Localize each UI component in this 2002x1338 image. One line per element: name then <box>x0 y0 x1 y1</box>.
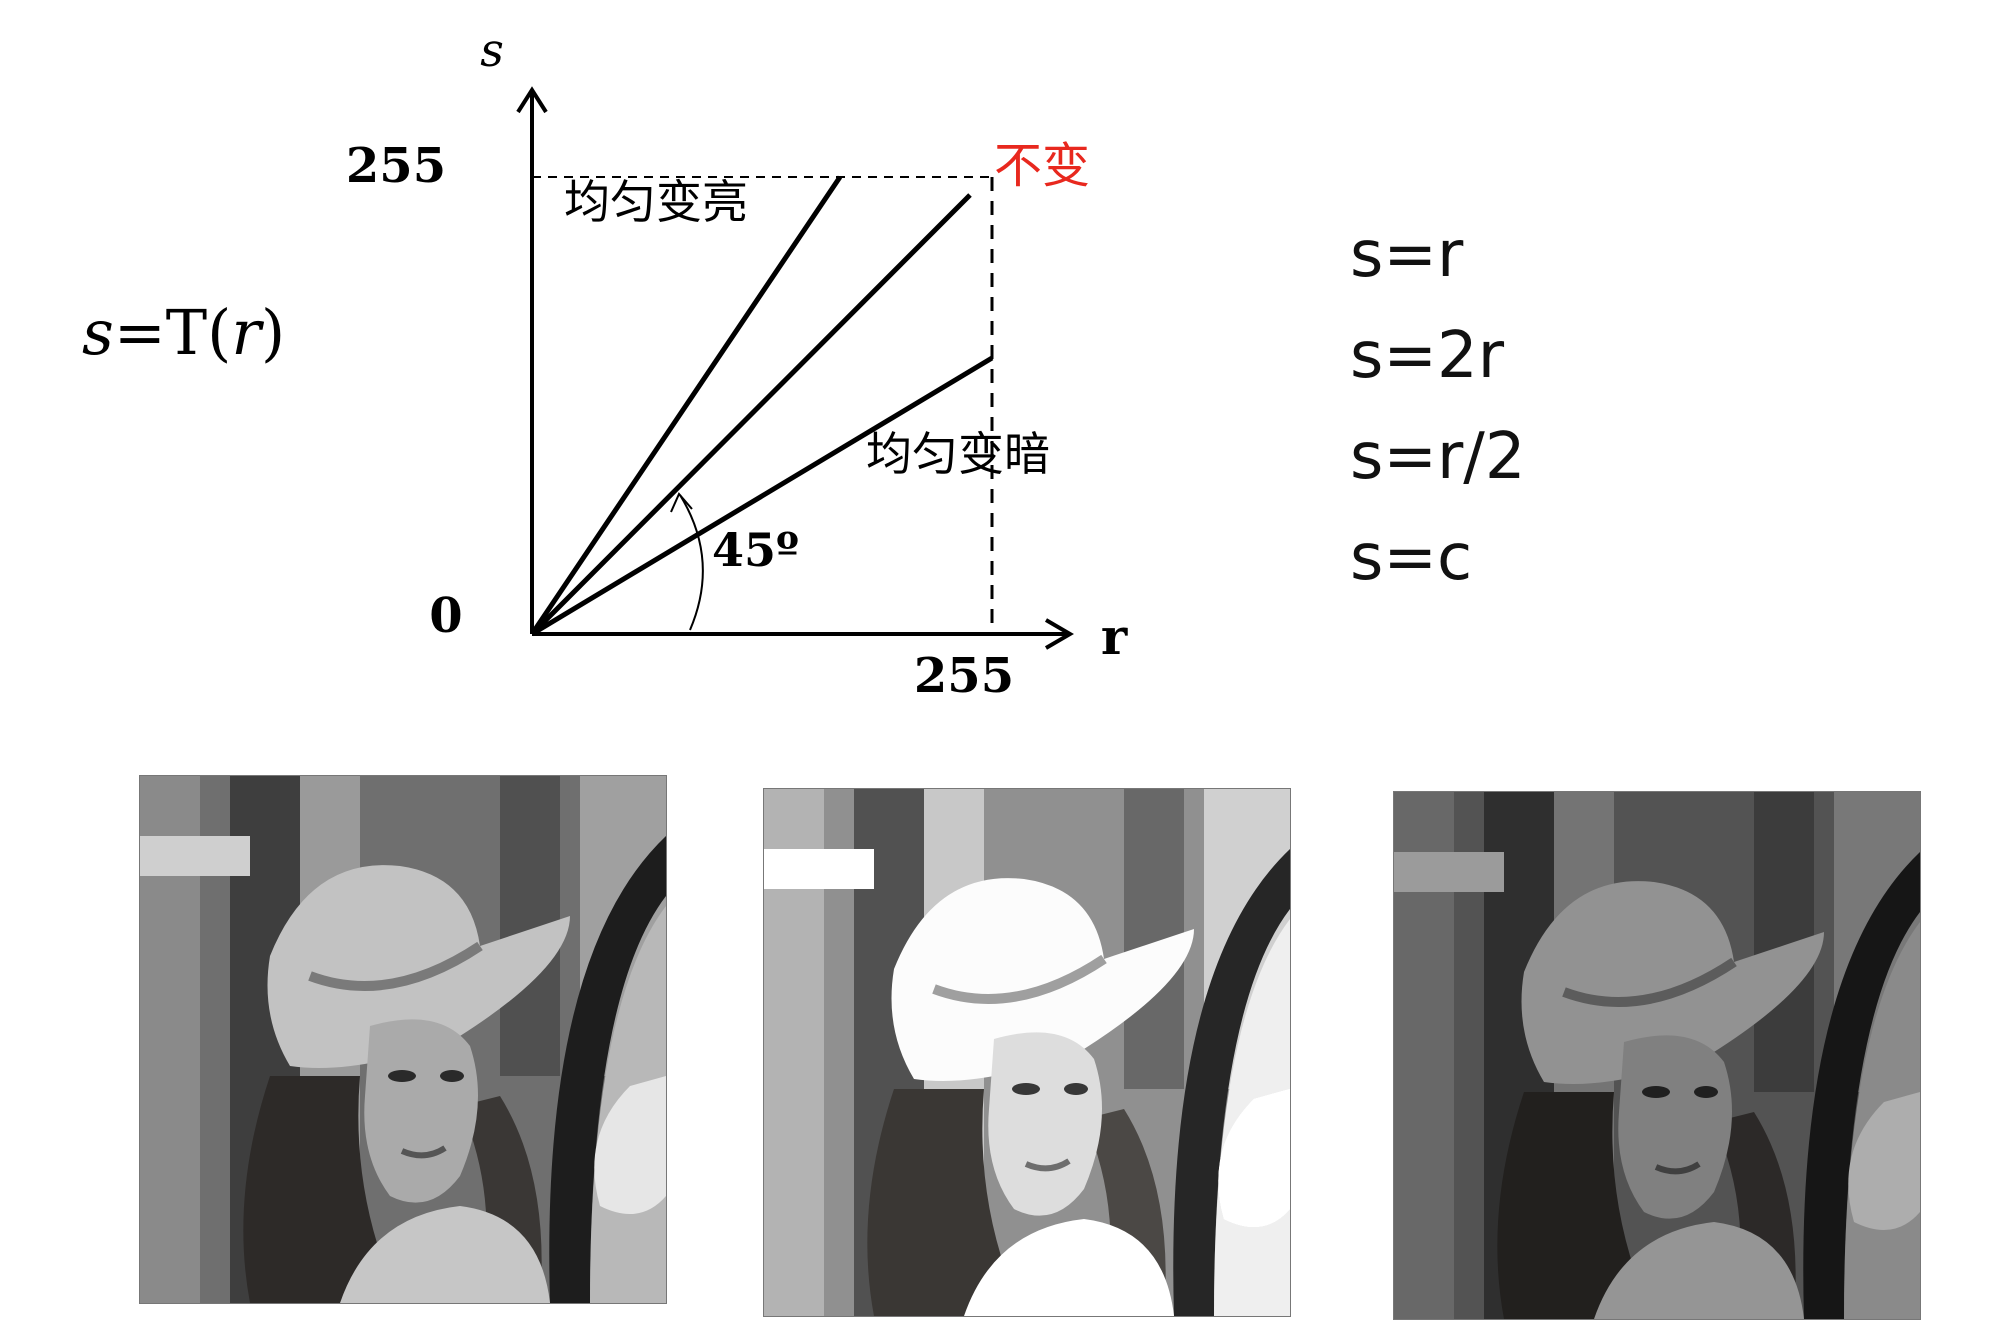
transfer-function-diagram: s r 255 255 0 不变 均匀变亮 均匀变暗 45º <box>346 23 1128 704</box>
x-max-label: 255 <box>914 648 1014 704</box>
identity-line <box>530 193 972 636</box>
formula-eq: =T( <box>113 296 232 369</box>
unchanged-label: 不变 <box>994 138 1090 194</box>
equation-list: s=r s=2r s=r/2 s=c <box>1350 205 1526 609</box>
equation-identity: s=r <box>1350 218 1464 292</box>
formula-r: r <box>231 296 261 369</box>
transform-formula: s=T(r) <box>82 296 285 369</box>
brightened-portrait <box>764 789 1290 1316</box>
formula-close: ) <box>260 296 286 369</box>
original-portrait <box>140 776 666 1303</box>
x-axis-arrowhead <box>1044 618 1074 650</box>
y-max-label: 255 <box>346 138 446 194</box>
angle-label: 45º <box>712 523 799 577</box>
darken-label: 均匀变暗 <box>866 427 1050 481</box>
y-axis-arrowhead <box>516 86 548 114</box>
origin-label: 0 <box>429 588 462 644</box>
darkened-image <box>1394 792 1920 1319</box>
equation-double: s=2r <box>1350 319 1504 393</box>
formula-s: s <box>82 296 114 369</box>
angle-arc-arrowhead <box>670 492 693 513</box>
brighten-line <box>529 175 843 636</box>
x-axis-label: r <box>1101 607 1128 666</box>
original-image <box>140 776 666 1303</box>
equation-constant: s=c <box>1350 521 1473 595</box>
brightened-image <box>764 789 1290 1316</box>
brighten-label: 均匀变亮 <box>564 175 748 229</box>
darken-line <box>530 355 994 637</box>
y-axis-label: s <box>480 23 504 77</box>
angle-arc <box>679 494 704 631</box>
darkened-portrait <box>1394 792 1920 1319</box>
equation-half: s=r/2 <box>1350 420 1526 494</box>
